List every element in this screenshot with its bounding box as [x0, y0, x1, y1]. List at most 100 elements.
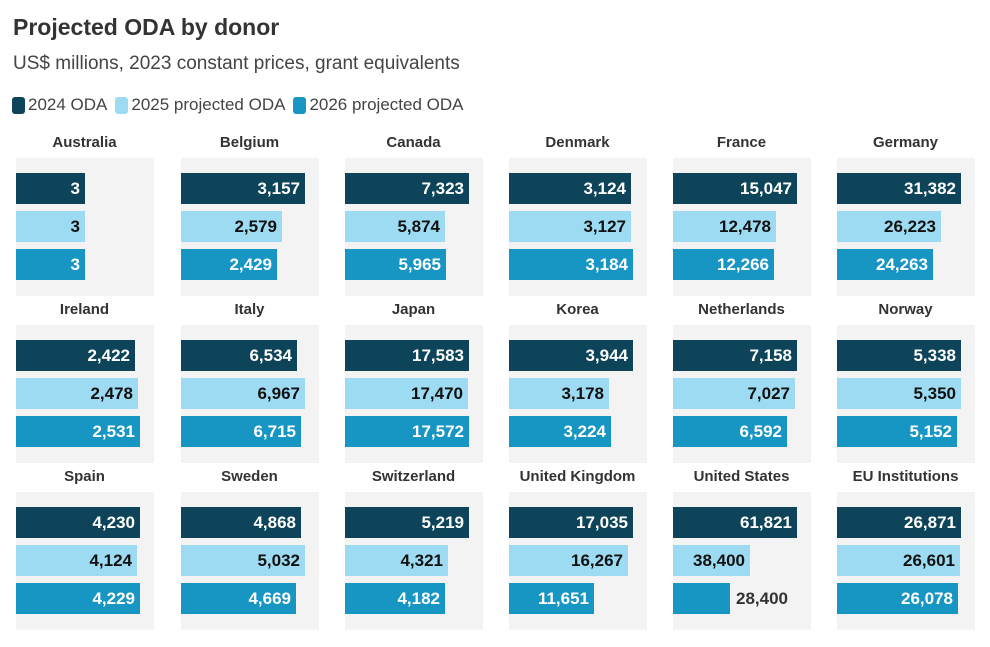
bar — [16, 173, 85, 204]
panel-italy: 6,534 6,967 6,715 — [181, 325, 319, 463]
data-label: 6,715 — [253, 422, 296, 441]
data-label: 12,478 — [719, 217, 771, 236]
panel-title: Italy — [234, 301, 265, 318]
bar — [509, 545, 628, 576]
legend-label: 2024 ODA — [28, 95, 108, 114]
bar — [837, 583, 958, 614]
data-label: 4,230 — [92, 513, 135, 532]
bar — [181, 507, 301, 538]
data-label: 5,219 — [421, 513, 464, 532]
legend-label: 2026 projected ODA — [309, 95, 464, 114]
data-label: 4,182 — [397, 589, 440, 608]
data-label: 5,032 — [257, 551, 300, 570]
bar — [837, 545, 960, 576]
bar — [181, 340, 297, 371]
bar — [837, 507, 961, 538]
panel-spain: 4,230 4,124 4,229 — [16, 492, 154, 630]
data-label: 16,267 — [571, 551, 623, 570]
data-label: 38,400 — [693, 551, 745, 570]
data-label: 17,572 — [412, 422, 464, 441]
bar — [837, 378, 961, 409]
bar — [16, 545, 137, 576]
data-label: 26,871 — [904, 513, 956, 532]
panel-title: Australia — [52, 134, 117, 151]
legend-label: 2025 projected ODA — [131, 95, 286, 114]
chart-subtitle: US$ millions, 2023 constant prices, gran… — [13, 53, 460, 74]
panel-germany: 31,382 26,223 24,263 — [837, 158, 975, 296]
data-label: 61,821 — [740, 513, 792, 532]
bar — [837, 249, 933, 280]
panel-japan: 17,583 17,470 17,572 — [345, 325, 483, 463]
bar — [673, 507, 797, 538]
data-label: 6,534 — [249, 346, 292, 365]
panel-korea: 3,944 3,178 3,224 — [509, 325, 647, 463]
data-label: 3 — [70, 217, 80, 236]
bar — [345, 545, 448, 576]
data-label: 3 — [70, 179, 80, 198]
panel-title: EU Institutions — [852, 468, 959, 485]
bar — [509, 583, 594, 614]
data-label: 3,157 — [257, 179, 300, 198]
data-label: 7,323 — [421, 179, 464, 198]
data-label: 17,035 — [576, 513, 628, 532]
bar — [837, 340, 961, 371]
data-label: 3,944 — [585, 346, 628, 365]
bar — [837, 416, 957, 447]
panel-title: France — [716, 134, 767, 151]
data-label: 5,152 — [909, 422, 952, 441]
bar — [181, 545, 305, 576]
bar — [345, 173, 469, 204]
panel-netherlands: 7,158 7,027 6,592 — [673, 325, 811, 463]
bar — [673, 378, 795, 409]
bar — [673, 583, 730, 614]
data-label: 2,422 — [87, 346, 130, 365]
bar — [345, 211, 445, 242]
data-label: 2,579 — [234, 217, 277, 236]
bar — [345, 583, 445, 614]
bar — [673, 340, 797, 371]
legend-item-2024: 2024 ODA — [12, 95, 107, 115]
data-label: 3 — [70, 255, 80, 274]
bar — [509, 211, 631, 242]
bar — [181, 378, 305, 409]
bar — [509, 416, 611, 447]
bar — [181, 249, 277, 280]
data-label: 17,470 — [411, 384, 463, 403]
bar — [673, 173, 797, 204]
data-label: 4,321 — [400, 551, 443, 570]
panel-title: Korea — [556, 301, 599, 318]
bar — [16, 507, 140, 538]
bar — [16, 340, 135, 371]
data-label: 26,078 — [901, 589, 953, 608]
bar — [181, 173, 305, 204]
bar — [16, 378, 138, 409]
panel-title: Spain — [64, 468, 105, 485]
panel-title: Netherlands — [698, 301, 785, 318]
data-label: 31,382 — [904, 179, 956, 198]
panel-belgium: 3,157 2,579 2,429 — [181, 158, 319, 296]
bar — [181, 211, 282, 242]
bar — [509, 173, 631, 204]
bar — [345, 507, 469, 538]
data-label: 4,229 — [92, 589, 135, 608]
bar — [345, 416, 469, 447]
data-label: 7,158 — [749, 346, 792, 365]
panel-united-kingdom: 17,035 16,267 11,651 — [509, 492, 647, 630]
panel-title: Belgium — [219, 134, 280, 151]
chart-title: Projected ODA by donor — [13, 14, 280, 40]
bar — [673, 211, 776, 242]
panel-united-states: 61,821 38,400 28,400 — [673, 492, 811, 630]
data-label: 3,124 — [583, 179, 626, 198]
bar — [345, 249, 446, 280]
legend-swatch — [12, 96, 25, 114]
data-label: 5,874 — [397, 217, 440, 236]
data-label: 24,263 — [876, 255, 928, 274]
panel-france: 15,047 12,478 12,266 — [673, 158, 811, 296]
panel-title: United States — [693, 468, 790, 485]
data-label: 17,583 — [412, 346, 464, 365]
legend-swatch — [115, 96, 129, 114]
bar — [509, 507, 633, 538]
data-label: 5,338 — [913, 346, 956, 365]
bar — [16, 583, 140, 614]
panel-eu-institutions: 26,871 26,601 26,078 — [837, 492, 975, 630]
